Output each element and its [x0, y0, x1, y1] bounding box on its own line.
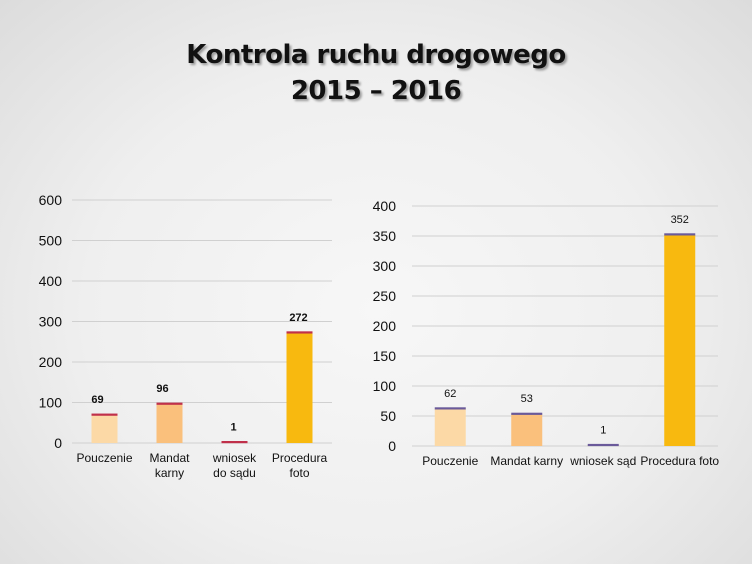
right-bar: [434, 408, 466, 446]
left-bar-cap: [286, 331, 313, 334]
right-y-tick-label: 100: [373, 378, 397, 394]
right-category-label: Mandat karny: [490, 454, 563, 468]
right-bar: [511, 414, 543, 446]
left-y-tick-label: 0: [54, 435, 62, 451]
slide-title: Kontrola ruchu drogowego: [186, 40, 566, 70]
right-category-label: wniosek sąd: [569, 454, 636, 468]
right-category-label: Procedura foto: [640, 454, 719, 468]
left-category-label: foto: [289, 466, 309, 480]
left-bar-cap: [221, 441, 248, 444]
right-data-label: 53: [521, 393, 533, 405]
right-y-tick-label: 0: [388, 438, 396, 454]
right-data-label: 1: [600, 424, 606, 436]
left-category-label: Pouczenie: [76, 451, 132, 465]
left-data-label: 272: [289, 312, 307, 324]
left-bar-cap: [91, 413, 118, 416]
right-bar-cap: [511, 412, 543, 415]
right-bar-cap: [434, 407, 466, 410]
left-bar: [91, 415, 118, 443]
right-bar-cap: [587, 443, 619, 447]
left-y-tick-label: 300: [39, 314, 63, 330]
right-data-label: 62: [444, 388, 456, 400]
right-y-tick-label: 150: [373, 348, 397, 364]
left-y-tick-label: 600: [39, 192, 63, 208]
left-y-tick-label: 400: [39, 273, 63, 289]
left-y-tick-label: 200: [39, 354, 63, 370]
left-y-tick-label: 500: [39, 233, 63, 249]
left-bar: [286, 332, 313, 443]
left-bar-cap: [156, 402, 183, 405]
right-y-tick-label: 350: [373, 228, 397, 244]
left-data-label: 1: [230, 422, 236, 434]
left-data-label: 69: [91, 394, 103, 406]
right-y-tick-label: 400: [373, 198, 397, 214]
left-category-label: Procedura: [272, 451, 328, 465]
left-y-tick-label: 100: [39, 395, 63, 411]
left-data-label: 96: [156, 383, 168, 395]
right-data-label: 352: [671, 214, 689, 226]
right-bar-cap: [664, 233, 696, 236]
right-category-label: Pouczenie: [422, 454, 478, 468]
slide-subtitle-years: 2015 – 2016: [290, 76, 462, 106]
left-category-label: do sądu: [213, 466, 256, 480]
left-category-label: wniosek: [212, 451, 257, 465]
right-y-tick-label: 300: [373, 258, 397, 274]
right-y-tick-label: 200: [373, 318, 397, 334]
left-category-label: karny: [155, 466, 184, 480]
left-category-label: Mandat: [149, 451, 190, 465]
right-y-tick-label: 250: [373, 288, 397, 304]
right-bar: [664, 234, 696, 446]
right-y-tick-label: 50: [380, 408, 396, 424]
left-bar: [156, 404, 183, 443]
